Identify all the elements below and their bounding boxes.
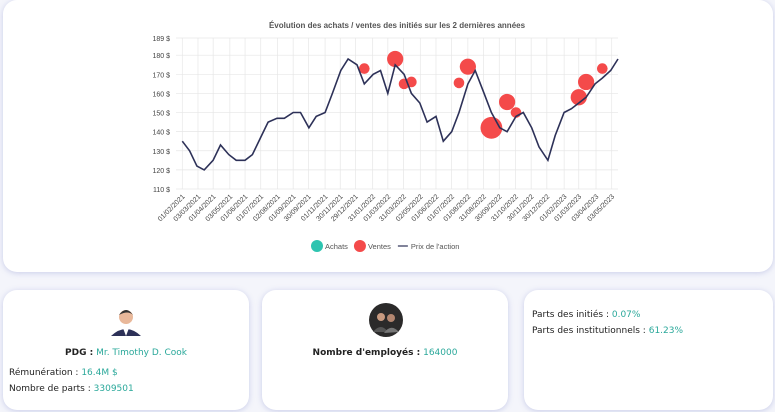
trade-bubble [570, 89, 587, 106]
trade-bubble [453, 77, 465, 89]
y-tick-label: 150 $ [152, 111, 170, 118]
trade-bubble [359, 63, 370, 74]
staff-label: Nombre d'employés : [312, 348, 421, 358]
trade-bubble [499, 93, 516, 111]
inst: 61.23% [648, 326, 684, 336]
y-tick-label: 160 $ [152, 91, 170, 98]
trade-bubble [459, 58, 476, 75]
legend-label: Ventes [368, 242, 391, 251]
ceo-name: Mr. Timothy D. Cook [96, 348, 187, 358]
staff-avatar [369, 303, 403, 337]
y-tick-label: 110 $ [153, 187, 170, 194]
trade-bubble [597, 63, 608, 74]
y-tick-label: 120 $ [152, 168, 170, 175]
y-tick-label: 130 $ [152, 149, 170, 156]
y-tick-label: 189 $ [152, 36, 170, 43]
price-line [181, 57, 619, 171]
insiders: 0.07% [611, 310, 641, 320]
legend-swatch [311, 240, 323, 252]
ceo-avatar [111, 310, 141, 336]
chart-card: Évolution des achats / ventes des initié… [3, 0, 773, 272]
legend-label: Prix de l'action [411, 242, 460, 251]
ceo-label: PDG : [65, 348, 94, 358]
y-tick-label: 140 $ [152, 130, 170, 137]
insiders-label: Parts des initiés : [532, 310, 609, 320]
chart: Évolution des achats / ventes des initié… [152, 21, 619, 252]
legend-item: Prix de l'action [397, 242, 460, 251]
pay: 16.4M $ [81, 368, 118, 378]
chart-title: Évolution des achats / ventes des initié… [269, 21, 526, 30]
shares-label: Nombre de parts : [9, 384, 91, 394]
inst-label: Parts des institutionnels : [532, 326, 646, 336]
y-tick-label: 170 $ [152, 72, 170, 79]
trade-bubble [387, 50, 404, 68]
legend-item: Ventes [353, 240, 391, 252]
staff-card: Nombre d'employés : 164000 [262, 290, 508, 410]
shares: 3309501 [93, 384, 134, 394]
pay-label: Rémunération : [9, 368, 79, 378]
legend-swatch [353, 240, 366, 252]
trade-bubble [577, 73, 595, 91]
ceo-card: PDG : Mr. Timothy D. Cook Rémunération :… [3, 290, 249, 410]
legend-label: Achats [325, 242, 348, 251]
staff-count: 164000 [423, 348, 458, 358]
y-tick-label: 180 $ [152, 53, 170, 60]
legend-item: Achats [311, 240, 348, 252]
holders-card: Parts des initiés : 0.07% Parts des inst… [524, 290, 773, 410]
